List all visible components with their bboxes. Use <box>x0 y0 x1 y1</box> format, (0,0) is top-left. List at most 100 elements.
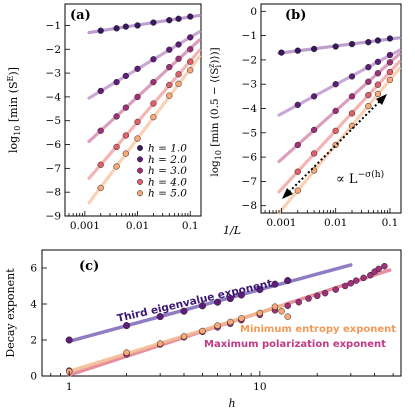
data-point-h3 <box>365 78 372 85</box>
data-point-h4 <box>348 110 356 117</box>
fit-line-3 <box>87 38 202 144</box>
data-point-h5 <box>187 67 194 74</box>
data-point-h4 <box>134 118 141 126</box>
data-point-h3 <box>175 55 182 62</box>
panel-c-x-axis-label: h <box>228 397 235 410</box>
data-point-h4 <box>294 168 301 175</box>
data-point-h1 <box>332 43 339 50</box>
data-point-h2 <box>150 56 157 63</box>
c-data-point-2 <box>360 274 367 282</box>
y-tick-label: −3 <box>46 68 61 80</box>
data-point-h1 <box>113 25 120 32</box>
c-data-point-2 <box>352 277 360 284</box>
data-point-h3 <box>386 59 394 66</box>
data-point-h5 <box>150 113 157 121</box>
panel-c-y-axis-label: Decay exponent <box>4 268 17 358</box>
data-point-h2 <box>332 81 339 88</box>
panel-c: 1 10 0 2 4 6 (c) Third eigenvalue exponent M… <box>4 249 402 410</box>
c-fit-line-1 <box>67 263 353 344</box>
y-tick-label: −5 <box>46 115 61 127</box>
data-point-h2 <box>113 78 120 86</box>
data-point-h4 <box>332 127 339 135</box>
data-point-h1 <box>386 35 394 42</box>
panel-b-label: (b) <box>285 8 306 23</box>
data-point-h3 <box>113 113 120 120</box>
legend-entry: h = 3.0 <box>148 165 187 177</box>
panel-c-frame <box>41 249 402 377</box>
data-point-h1 <box>175 15 182 22</box>
c-data-point-2 <box>375 265 382 273</box>
panel-b-x-ticks: 0.001 0.01 0.1 <box>264 208 399 229</box>
data-point-h4 <box>365 91 372 99</box>
data-point-h2 <box>386 51 394 59</box>
y-tick-label: −7 <box>46 163 61 175</box>
c-data-point-1 <box>271 280 279 288</box>
c-data-point-2 <box>341 282 349 290</box>
y-tick-label: −8 <box>46 187 61 199</box>
svg-text:Decay exponent: Decay exponent <box>4 268 17 358</box>
legend-marker <box>137 156 143 163</box>
data-point-h5 <box>175 80 182 87</box>
data-point-h3 <box>332 107 339 115</box>
panel-c-label: (c) <box>79 259 99 274</box>
svg-text:log10 [min (0.5 − ⟨(Siz)⟩)]: log10 [min (0.5 − ⟨(Siz)⟩)] <box>207 47 223 176</box>
panel-c-points <box>65 262 388 375</box>
data-point-h1 <box>348 40 356 48</box>
fit-line-5 <box>87 54 202 205</box>
c-data-point-3 <box>214 322 221 329</box>
c-data-point-2 <box>284 302 291 310</box>
data-point-h2 <box>166 46 173 53</box>
c-data-point-3 <box>227 318 234 326</box>
data-point-h4 <box>374 81 382 88</box>
data-point-h1 <box>122 23 130 30</box>
data-point-h5 <box>166 92 173 99</box>
y-tick-label: −4 <box>242 103 258 115</box>
data-point-h1 <box>134 22 141 29</box>
x-tick-label: 0.1 <box>382 217 399 229</box>
c-data-point-2 <box>347 280 355 287</box>
data-point-h3 <box>187 46 194 53</box>
panel-c-x-ticks: 1 10 <box>50 371 394 393</box>
panel-a: 0.001 0.01 0.1 −9−8−7−6−5−4−3−2−1 h = 1.0h… <box>6 3 202 232</box>
data-point-h5 <box>386 76 394 83</box>
panel-a-y-ticks: −9 −8 −7 −6 −5 −4 −3 −2 −1 <box>46 20 70 223</box>
fit-line-4 <box>87 48 202 180</box>
c-data-point-3 <box>238 315 245 322</box>
c-data-point-1 <box>256 286 264 294</box>
data-point-h5 <box>294 187 301 194</box>
data-point-h2 <box>365 64 372 71</box>
c-data-point-3 <box>123 349 130 356</box>
c-data-point-2 <box>381 262 388 270</box>
legend-entry: h = 4.0 <box>148 176 187 188</box>
legend-entry: h = 1.0 <box>148 143 187 155</box>
svg-text:log10 [min (SE)]: log10 [min (SE)] <box>6 67 22 153</box>
data-point-h3 <box>166 63 173 71</box>
c-x-tick-label: 1 <box>66 381 73 393</box>
data-point-h2 <box>134 65 141 72</box>
data-point-h5 <box>365 102 372 110</box>
data-point-h4 <box>175 71 182 78</box>
legend-entry: h = 2.0 <box>148 154 187 166</box>
c-data-point-1 <box>123 322 131 330</box>
data-point-h1 <box>150 19 157 26</box>
y-tick-label: −3 <box>242 79 257 91</box>
scaling-arrow <box>282 94 387 199</box>
panel-b-frame <box>260 3 402 214</box>
data-point-h2 <box>122 72 130 80</box>
data-point-h5 <box>97 184 104 192</box>
panel-b-points <box>278 35 394 194</box>
data-point-h1 <box>365 39 372 46</box>
c-x-tick-label: 10 <box>253 381 266 393</box>
panel-a-legend: h = 1.0h = 2.0h = 3.0h = 4.0h = 5.0 <box>137 143 187 200</box>
y-tick-label: −9 <box>46 211 61 223</box>
legend-marker <box>137 190 143 197</box>
data-point-h3 <box>150 78 157 86</box>
c-y-tick-label: 4 <box>30 299 37 311</box>
panel-a-label: (a) <box>70 8 91 23</box>
fit-line-2 <box>87 30 202 100</box>
c-data-point-3 <box>199 327 206 335</box>
c-data-point-1 <box>156 313 164 321</box>
y-tick-label: −1 <box>46 20 61 32</box>
c-data-point-2 <box>367 271 374 279</box>
